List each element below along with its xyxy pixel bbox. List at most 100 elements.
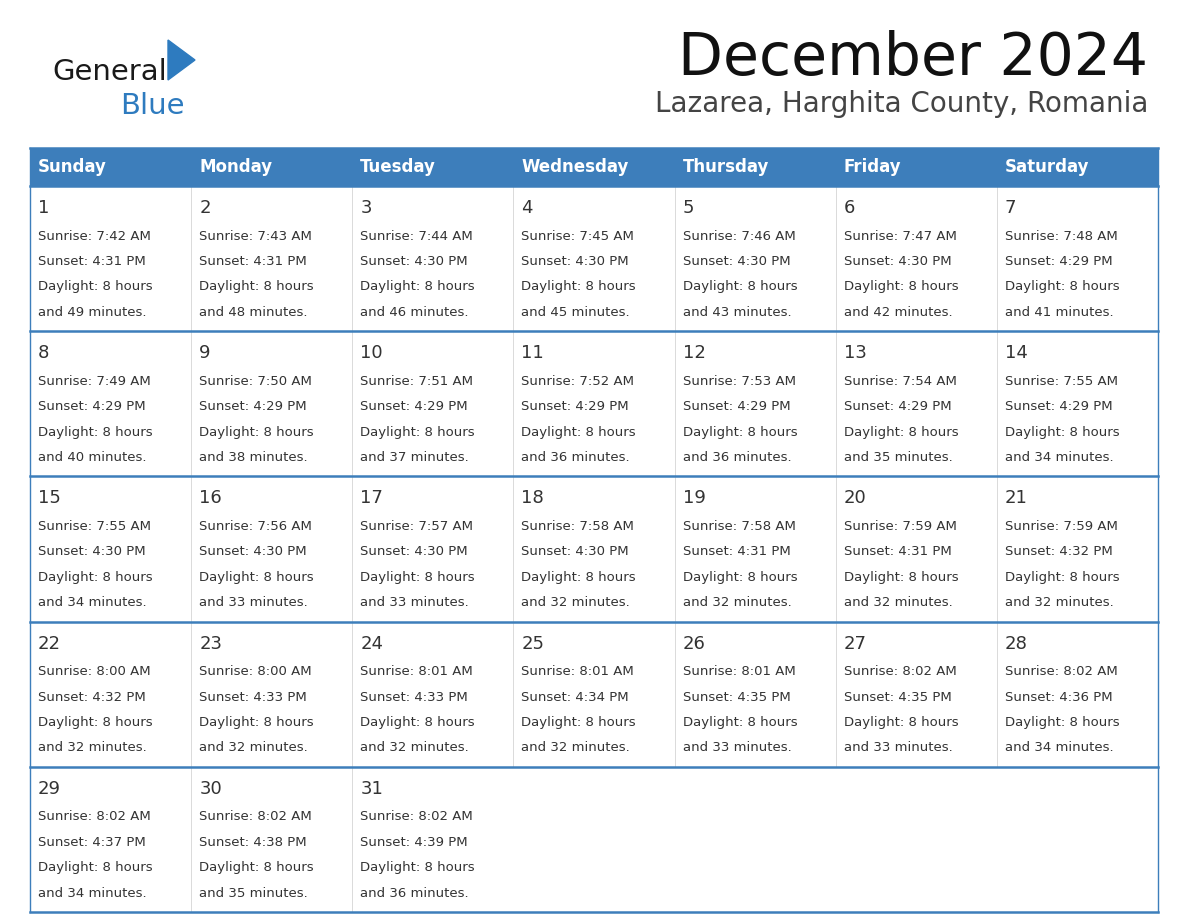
Text: Sunset: 4:32 PM: Sunset: 4:32 PM [38,690,146,703]
Text: Daylight: 8 hours: Daylight: 8 hours [683,280,797,294]
Text: Sunset: 4:39 PM: Sunset: 4:39 PM [360,835,468,849]
Text: Daylight: 8 hours: Daylight: 8 hours [200,426,314,439]
Text: and 46 minutes.: and 46 minutes. [360,306,469,319]
Text: Daylight: 8 hours: Daylight: 8 hours [683,571,797,584]
Text: and 36 minutes.: and 36 minutes. [683,451,791,464]
Text: and 32 minutes.: and 32 minutes. [683,596,791,610]
Text: 20: 20 [843,489,866,508]
Text: Sunrise: 7:55 AM: Sunrise: 7:55 AM [38,520,151,533]
Text: 12: 12 [683,344,706,363]
Text: and 33 minutes.: and 33 minutes. [683,742,791,755]
Text: Sunrise: 8:00 AM: Sunrise: 8:00 AM [200,666,311,678]
Text: 27: 27 [843,634,867,653]
Text: Daylight: 8 hours: Daylight: 8 hours [38,716,153,729]
Text: Daylight: 8 hours: Daylight: 8 hours [200,571,314,584]
Text: and 38 minutes.: and 38 minutes. [200,451,308,464]
Text: Blue: Blue [120,92,184,120]
Text: Sunset: 4:30 PM: Sunset: 4:30 PM [360,545,468,558]
Text: 6: 6 [843,199,855,217]
Text: Sunset: 4:29 PM: Sunset: 4:29 PM [1005,400,1112,413]
Text: Daylight: 8 hours: Daylight: 8 hours [360,861,475,874]
Text: Sunrise: 7:59 AM: Sunrise: 7:59 AM [1005,520,1118,533]
Text: Sunset: 4:35 PM: Sunset: 4:35 PM [683,690,790,703]
Text: 31: 31 [360,780,384,798]
Text: Daylight: 8 hours: Daylight: 8 hours [200,280,314,294]
Text: and 32 minutes.: and 32 minutes. [522,742,631,755]
Text: Daylight: 8 hours: Daylight: 8 hours [360,426,475,439]
Text: and 33 minutes.: and 33 minutes. [200,596,308,610]
Text: Daylight: 8 hours: Daylight: 8 hours [522,426,636,439]
Text: Sunrise: 8:01 AM: Sunrise: 8:01 AM [522,666,634,678]
Text: 15: 15 [38,489,61,508]
Text: and 49 minutes.: and 49 minutes. [38,306,146,319]
Text: 16: 16 [200,489,222,508]
Text: and 35 minutes.: and 35 minutes. [843,451,953,464]
Text: and 40 minutes.: and 40 minutes. [38,451,146,464]
Text: Daylight: 8 hours: Daylight: 8 hours [522,716,636,729]
Text: Sunrise: 8:01 AM: Sunrise: 8:01 AM [360,666,473,678]
Text: Daylight: 8 hours: Daylight: 8 hours [683,716,797,729]
Text: Daylight: 8 hours: Daylight: 8 hours [38,280,153,294]
Text: 7: 7 [1005,199,1017,217]
Text: and 32 minutes.: and 32 minutes. [522,596,631,610]
Text: Sunset: 4:30 PM: Sunset: 4:30 PM [683,255,790,268]
Text: Sunrise: 7:51 AM: Sunrise: 7:51 AM [360,375,473,387]
Text: Daylight: 8 hours: Daylight: 8 hours [360,571,475,584]
Text: and 41 minutes.: and 41 minutes. [1005,306,1113,319]
Text: 30: 30 [200,780,222,798]
Text: Sunset: 4:31 PM: Sunset: 4:31 PM [200,255,307,268]
Text: Sunset: 4:34 PM: Sunset: 4:34 PM [522,690,630,703]
Text: and 32 minutes.: and 32 minutes. [38,742,147,755]
Text: Sunrise: 7:43 AM: Sunrise: 7:43 AM [200,230,312,242]
Text: and 34 minutes.: and 34 minutes. [1005,451,1113,464]
Text: 2: 2 [200,199,210,217]
Text: 9: 9 [200,344,210,363]
Text: Sunset: 4:29 PM: Sunset: 4:29 PM [1005,255,1112,268]
Text: Daylight: 8 hours: Daylight: 8 hours [843,426,959,439]
Text: 29: 29 [38,780,61,798]
Text: 14: 14 [1005,344,1028,363]
Text: Sunset: 4:36 PM: Sunset: 4:36 PM [1005,690,1112,703]
Text: Sunrise: 7:48 AM: Sunrise: 7:48 AM [1005,230,1118,242]
Text: 8: 8 [38,344,50,363]
Text: December 2024: December 2024 [678,30,1148,87]
Text: 21: 21 [1005,489,1028,508]
Text: Sunset: 4:30 PM: Sunset: 4:30 PM [360,255,468,268]
Text: Sunrise: 7:54 AM: Sunrise: 7:54 AM [843,375,956,387]
Text: Daylight: 8 hours: Daylight: 8 hours [843,571,959,584]
Text: 22: 22 [38,634,61,653]
Text: 4: 4 [522,199,533,217]
Text: Saturday: Saturday [1005,158,1089,176]
Text: Tuesday: Tuesday [360,158,436,176]
Text: Wednesday: Wednesday [522,158,628,176]
Text: Daylight: 8 hours: Daylight: 8 hours [843,280,959,294]
Text: General: General [52,58,166,86]
Text: 1: 1 [38,199,50,217]
Text: Friday: Friday [843,158,902,176]
Bar [30,186,1158,331]
Text: Sunrise: 7:55 AM: Sunrise: 7:55 AM [1005,375,1118,387]
Text: Sunset: 4:31 PM: Sunset: 4:31 PM [683,545,790,558]
Text: Sunset: 4:30 PM: Sunset: 4:30 PM [200,545,307,558]
Text: Sunrise: 7:49 AM: Sunrise: 7:49 AM [38,375,151,387]
Text: 3: 3 [360,199,372,217]
Text: 13: 13 [843,344,867,363]
Text: Daylight: 8 hours: Daylight: 8 hours [360,716,475,729]
Bar [30,331,1158,476]
Text: Sunset: 4:29 PM: Sunset: 4:29 PM [360,400,468,413]
Text: Lazarea, Harghita County, Romania: Lazarea, Harghita County, Romania [655,90,1148,118]
Text: and 32 minutes.: and 32 minutes. [360,742,469,755]
Text: Sunrise: 8:02 AM: Sunrise: 8:02 AM [200,811,312,823]
Text: Sunset: 4:31 PM: Sunset: 4:31 PM [843,545,952,558]
Text: and 42 minutes.: and 42 minutes. [843,306,953,319]
Text: 10: 10 [360,344,383,363]
Text: Sunrise: 7:47 AM: Sunrise: 7:47 AM [843,230,956,242]
Text: Sunrise: 7:58 AM: Sunrise: 7:58 AM [522,520,634,533]
Bar [30,621,1158,767]
Text: Sunset: 4:37 PM: Sunset: 4:37 PM [38,835,146,849]
Text: 24: 24 [360,634,384,653]
Text: 26: 26 [683,634,706,653]
Text: and 48 minutes.: and 48 minutes. [200,306,308,319]
Text: Daylight: 8 hours: Daylight: 8 hours [38,426,153,439]
Text: Monday: Monday [200,158,272,176]
